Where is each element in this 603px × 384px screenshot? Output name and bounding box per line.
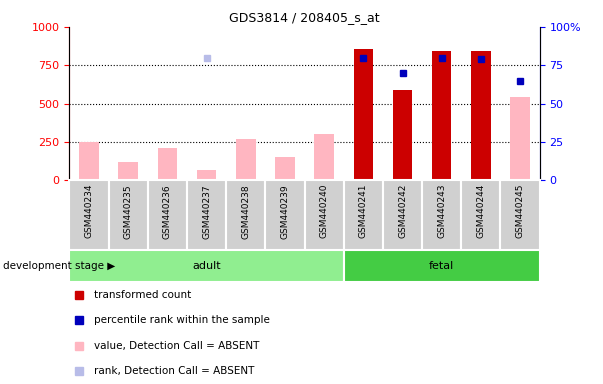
- Bar: [157, 148, 177, 180]
- Bar: [510, 97, 530, 180]
- Bar: [353, 49, 373, 180]
- Bar: [461, 180, 500, 250]
- Text: GSM440243: GSM440243: [437, 184, 446, 238]
- Bar: [432, 51, 452, 180]
- Bar: [314, 134, 334, 180]
- Bar: [148, 180, 187, 250]
- Bar: [383, 180, 422, 250]
- Text: transformed count: transformed count: [94, 290, 191, 300]
- Text: value, Detection Call = ABSENT: value, Detection Call = ABSENT: [94, 341, 259, 351]
- Bar: [471, 51, 491, 180]
- Text: percentile rank within the sample: percentile rank within the sample: [94, 315, 270, 325]
- Text: GSM440235: GSM440235: [124, 184, 133, 238]
- Text: GSM440241: GSM440241: [359, 184, 368, 238]
- Text: GSM440242: GSM440242: [398, 184, 407, 238]
- Text: GSM440234: GSM440234: [84, 184, 93, 238]
- Bar: [305, 180, 344, 250]
- Title: GDS3814 / 208405_s_at: GDS3814 / 208405_s_at: [229, 11, 380, 24]
- Text: fetal: fetal: [429, 261, 454, 271]
- Bar: [344, 180, 383, 250]
- Bar: [109, 180, 148, 250]
- Bar: [69, 180, 109, 250]
- Bar: [118, 162, 138, 180]
- Bar: [226, 180, 265, 250]
- Bar: [265, 180, 305, 250]
- Text: GSM440245: GSM440245: [516, 184, 525, 238]
- Text: GSM440244: GSM440244: [476, 184, 485, 238]
- Bar: [344, 250, 540, 282]
- Bar: [69, 250, 344, 282]
- Text: development stage ▶: development stage ▶: [4, 261, 116, 271]
- Text: rank, Detection Call = ABSENT: rank, Detection Call = ABSENT: [94, 366, 254, 376]
- Bar: [275, 157, 295, 180]
- Bar: [187, 180, 226, 250]
- Bar: [79, 142, 99, 180]
- Text: GSM440239: GSM440239: [280, 184, 289, 238]
- Text: GSM440236: GSM440236: [163, 184, 172, 238]
- Text: GSM440240: GSM440240: [320, 184, 329, 238]
- Bar: [197, 170, 216, 180]
- Bar: [393, 90, 412, 180]
- Text: GSM440238: GSM440238: [241, 184, 250, 238]
- Text: adult: adult: [192, 261, 221, 271]
- Text: GSM440237: GSM440237: [202, 184, 211, 238]
- Bar: [422, 180, 461, 250]
- Bar: [500, 180, 540, 250]
- Bar: [236, 139, 256, 180]
